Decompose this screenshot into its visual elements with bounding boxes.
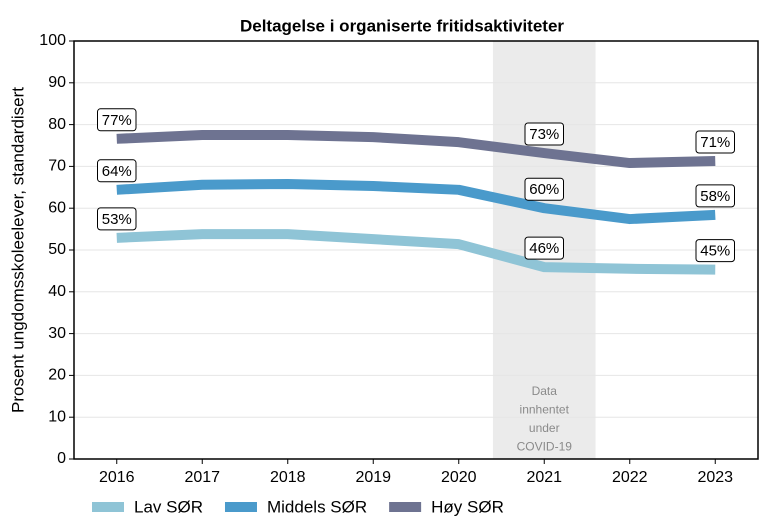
series-line [116, 178, 716, 225]
legend-swatch [389, 502, 422, 512]
y-tick-label: 90 [48, 74, 66, 91]
value-label: 60% [529, 181, 559, 198]
x-tick-label: 2019 [355, 469, 391, 486]
value-label: 46% [529, 240, 559, 257]
value-label-box [695, 130, 735, 154]
legend-swatch [224, 502, 257, 512]
x-tick-label: 2020 [441, 469, 477, 486]
value-label: 45% [700, 243, 730, 260]
value-label-box [524, 177, 564, 201]
value-label: 58% [700, 188, 730, 205]
y-tick-label: 0 [57, 450, 66, 467]
value-label-box [97, 207, 137, 231]
value-label-box [97, 108, 137, 132]
value-label: 77% [102, 112, 132, 129]
value-label-box [524, 122, 564, 146]
value-label-box [524, 236, 564, 260]
y-axis-label: Prosent ungdomsskoleelever, standardiser… [8, 87, 27, 413]
x-tick-label: 2021 [526, 469, 562, 486]
value-label: 53% [102, 211, 132, 228]
legend-swatch [92, 502, 124, 512]
value-label: 73% [529, 126, 559, 143]
x-tick-label: 2017 [184, 469, 220, 486]
legend-label: Lav SØR [134, 497, 203, 516]
value-label-box [97, 159, 137, 183]
series-line [116, 229, 716, 275]
shade-annotation: COVID-19 [517, 440, 573, 454]
shade-annotation: innhentet [520, 403, 570, 417]
plot-frame [73, 40, 759, 460]
value-label: 71% [700, 134, 730, 151]
value-label-box [695, 184, 735, 208]
y-tick-label: 80 [48, 116, 66, 133]
y-tick-label: 30 [48, 325, 66, 342]
y-tick-label: 60 [48, 199, 66, 216]
legend-label: Middels SØR [267, 497, 367, 516]
x-tick-label: 2018 [270, 469, 306, 486]
x-tick-label: 2016 [99, 469, 135, 486]
chart-title: Deltagelse i organiserte fritidsaktivite… [240, 16, 564, 35]
y-tick-label: 10 [48, 408, 66, 425]
value-label: 64% [102, 163, 132, 180]
y-tick-label: 50 [48, 241, 66, 258]
y-tick-label: 100 [39, 32, 66, 49]
series-line [116, 130, 716, 169]
shade-annotation: Data [532, 384, 558, 398]
x-tick-label: 2022 [612, 469, 648, 486]
legend-label: Høy SØR [431, 497, 504, 516]
shade-annotation: under [529, 421, 560, 435]
x-tick-label: 2023 [697, 469, 733, 486]
y-tick-label: 40 [48, 283, 66, 300]
y-tick-label: 20 [48, 367, 66, 384]
y-tick-label: 70 [48, 158, 66, 175]
value-label-box [695, 239, 735, 263]
